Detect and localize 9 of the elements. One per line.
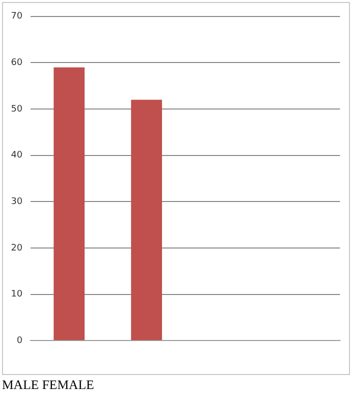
y-tick-label: 30: [11, 197, 23, 207]
y-tick-label: 20: [11, 243, 23, 254]
y-tick-label: 10: [11, 290, 23, 300]
y-tick-label: 70: [11, 12, 23, 22]
y-tick-label: 0: [16, 336, 23, 346]
y-tick-label: 40: [11, 150, 23, 161]
text: MALE FEMALE: [2, 377, 94, 393]
y-tick-label: 50: [11, 104, 23, 114]
y-tick-label: 60: [11, 58, 23, 68]
